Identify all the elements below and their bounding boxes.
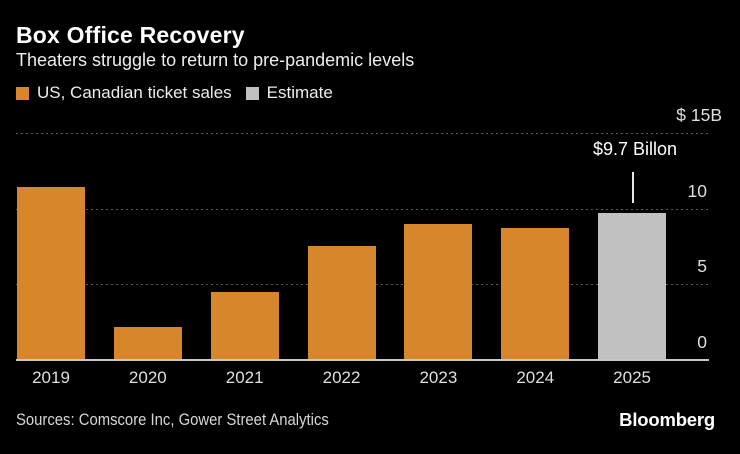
x-axis-label-2021: 2021 xyxy=(225,368,264,387)
chart-subtitle: Theaters struggle to return to pre-pande… xyxy=(16,50,415,70)
bar-2024 xyxy=(501,228,570,360)
x-axis-baseline xyxy=(16,359,709,361)
annotation-callout-line xyxy=(632,172,634,203)
bar-2022 xyxy=(307,246,376,360)
x-axis-label-2022: 2022 xyxy=(322,368,361,387)
source-attribution: Sources: Comscore Inc, Gower Street Anal… xyxy=(16,411,329,429)
bar-2020 xyxy=(113,327,182,360)
y-axis-label-10: 10 xyxy=(687,180,707,201)
x-axis-label-2025: 2025 xyxy=(613,368,651,387)
legend-label-ticket-sales: US, Canadian ticket sales xyxy=(37,83,232,102)
gridline-10 xyxy=(16,208,709,210)
x-axis-label-2019: 2019 xyxy=(32,368,70,387)
y-axis-label-5: 5 xyxy=(697,256,707,277)
legend-item-ticket-sales: US, Canadian ticket sales xyxy=(16,83,232,103)
bar-2023 xyxy=(404,224,473,360)
x-axis-label-2020: 2020 xyxy=(128,368,167,387)
gridline-15 xyxy=(16,133,709,134)
bar-2019 xyxy=(17,187,85,360)
legend-label-estimate: Estimate xyxy=(266,83,333,102)
legend-swatch-ticket-sales xyxy=(16,86,29,100)
legend: US, Canadian ticket sales Estimate xyxy=(16,83,333,103)
bloomberg-logo: Bloomberg xyxy=(619,409,715,430)
y-axis-label-0: 0 xyxy=(697,332,707,352)
x-axis-label-2023: 2023 xyxy=(419,368,458,387)
legend-item-estimate: Estimate xyxy=(245,83,333,103)
annotation-label: $9.7 Billon xyxy=(592,139,678,159)
legend-swatch-estimate xyxy=(245,86,259,100)
chart-title: Box Office Recovery xyxy=(16,22,245,48)
bar-2021 xyxy=(210,292,279,360)
x-axis-label-2024: 2024 xyxy=(516,368,555,387)
y-axis-label-15: $ 15B xyxy=(676,105,722,125)
bar-2025 xyxy=(598,213,667,360)
